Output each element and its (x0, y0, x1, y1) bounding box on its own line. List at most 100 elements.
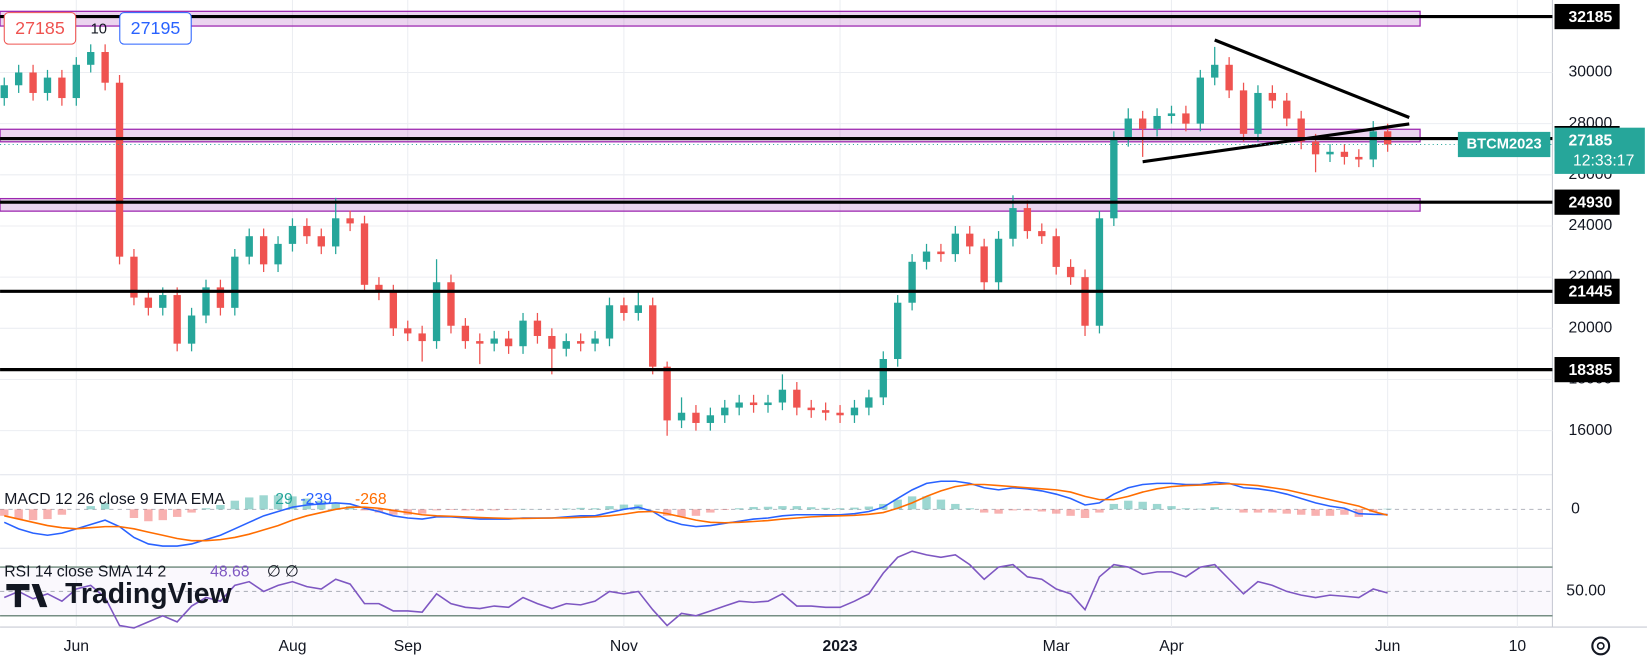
macd-histogram-bar (360, 509, 369, 511)
candle-body (447, 282, 455, 326)
candle-body (562, 341, 570, 349)
candle-body (72, 64, 80, 99)
macd-histogram-bar (432, 509, 441, 511)
ask-price: 27195 (131, 18, 181, 38)
settings-icon[interactable] (1591, 636, 1611, 656)
candle-body (1268, 92, 1277, 101)
level-label: 21445 (1568, 284, 1612, 301)
candle-body (605, 305, 614, 339)
candle-body (1340, 151, 1349, 157)
macd-histogram-bar (1296, 509, 1306, 515)
macd-histogram-bar (172, 509, 182, 517)
macd-histogram-bar (821, 507, 830, 510)
macd-histogram-bar (1066, 509, 1075, 516)
macd-histogram-bar (100, 502, 110, 510)
candle-body (173, 295, 181, 344)
candle-body (519, 320, 527, 347)
level-label-box (1554, 189, 1620, 215)
macd-histogram-bar (677, 509, 686, 517)
x-tick-label: Nov (610, 638, 638, 655)
macd-histogram-bar (57, 509, 67, 515)
candle-body (159, 295, 167, 308)
macd-histogram-bar (1037, 509, 1046, 512)
y-tick-label: 16000 (1568, 422, 1612, 439)
candle-body (1081, 277, 1089, 326)
macd-histogram-bar (807, 507, 816, 510)
macd-histogram-bar (389, 509, 398, 515)
macd-histogram-bar (605, 506, 614, 510)
macd-histogram-bar (562, 508, 571, 510)
candle-body (1095, 218, 1104, 326)
candle-body (144, 297, 153, 308)
candle-body (879, 359, 887, 398)
ask-box[interactable] (119, 12, 192, 45)
macd-histogram-bar (14, 509, 23, 520)
macd-histogram-bar (1095, 509, 1104, 513)
macd-histogram-bar (1124, 500, 1133, 510)
level-label: 32185 (1568, 9, 1612, 26)
candle-body (245, 236, 253, 257)
candle-body (0, 85, 8, 99)
candle-body (764, 402, 772, 406)
candle-body (591, 338, 599, 344)
macd-histogram-bar (1052, 509, 1061, 514)
candle-body (101, 52, 109, 83)
candle-body (1052, 236, 1060, 267)
candle-body (1311, 141, 1320, 155)
macd-histogram-bar (302, 498, 312, 510)
macd-histogram-bar (461, 509, 470, 511)
candle-body (274, 243, 282, 265)
macd-histogram-bar (979, 509, 989, 513)
macd-histogram-bar (1008, 509, 1018, 511)
countdown-label: 12:33:17 (1573, 152, 1634, 169)
candle-body (332, 218, 340, 247)
macd-histogram-bar (576, 507, 585, 510)
candle-body (259, 236, 268, 265)
macd-histogram-bar (288, 496, 297, 510)
candle-body (1138, 118, 1147, 129)
macd-histogram-bar (720, 509, 729, 510)
candle-body (1254, 92, 1262, 134)
candle-body (490, 338, 498, 344)
candle-body (1369, 131, 1377, 160)
spread: 10 (91, 21, 107, 37)
candle-body (231, 256, 239, 308)
candle-body (793, 389, 801, 408)
macd-histogram-bar (1167, 506, 1176, 510)
candle-body (807, 407, 815, 411)
macd-histogram-bar (792, 506, 802, 510)
bid-box[interactable] (3, 12, 77, 45)
macd-histogram-bar (1196, 508, 1205, 510)
symbol-label: BTCM2023 (1467, 136, 1542, 152)
macd-histogram-bar (187, 509, 196, 513)
macd-histogram-bar (216, 505, 225, 510)
level-label-box (1554, 3, 1620, 30)
candle-body (389, 292, 398, 329)
candle-body (576, 341, 585, 344)
x-tick-label: Aug (278, 638, 306, 655)
macd-histogram-bar (446, 509, 456, 510)
candle-body (1355, 156, 1363, 160)
level-label: 24930 (1568, 194, 1612, 211)
macd-histogram-bar (619, 504, 629, 510)
level-label-box (1554, 278, 1620, 304)
trendline (1142, 122, 1410, 164)
macd-histogram-bar (230, 500, 240, 510)
candle-body (548, 335, 556, 349)
macd-histogram-bar (1340, 509, 1349, 515)
last-price-label: 27185 (1568, 132, 1612, 149)
signal-line (4, 482, 1388, 542)
candle-body (908, 261, 916, 303)
candle-body (29, 72, 37, 93)
macd-histogram-bar (864, 506, 874, 510)
macd-histogram-bar (936, 499, 946, 510)
candle-body (461, 325, 470, 342)
macd-histogram-bar (273, 495, 283, 510)
candle-body (663, 366, 671, 421)
macd-histogram-bar (259, 495, 268, 510)
macd-histogram-bar (1253, 509, 1263, 513)
candle-body (778, 389, 787, 403)
macd-histogram-bar (504, 509, 513, 510)
candle-body (1023, 208, 1032, 232)
